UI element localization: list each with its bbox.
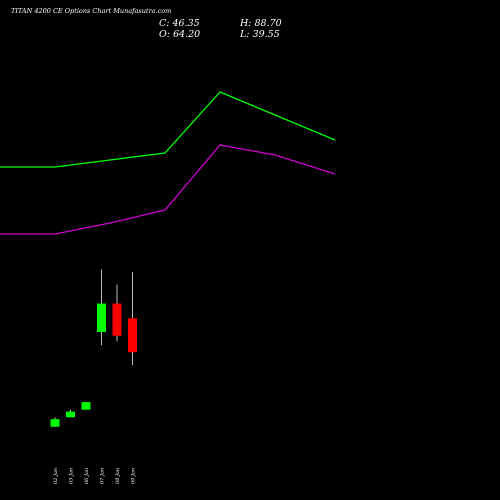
candle-body-1: [50, 419, 60, 427]
open-value: O: 64.20: [159, 29, 201, 40]
close-value: C: 46.35: [159, 18, 200, 29]
x-tick-label: 09 Jan: [131, 468, 137, 484]
candle-body-5: [112, 303, 122, 336]
candles-group: [50, 269, 137, 427]
chart-title: TITAN 4200 CE Options Chart Munafasutra.…: [11, 7, 172, 15]
low-value: L: 39.55: [240, 29, 280, 40]
upper-band-line: [0, 91, 336, 168]
candle-body-2: [66, 411, 75, 418]
candle-body-3: [81, 402, 91, 410]
x-tick-label: 06 Jan: [84, 468, 90, 484]
x-axis-ticks: 02 Jan 03 Jan 06 Jan 07 Jan 08 Jan 09 Jan: [53, 468, 137, 484]
high-value: H: 88.70: [240, 18, 282, 29]
x-tick-label: 03 Jan: [69, 468, 75, 484]
x-tick-label: 08 Jan: [115, 468, 121, 484]
candle-body-6: [128, 318, 137, 353]
lower-band-line: [0, 144, 336, 235]
x-tick-label: 07 Jan: [100, 468, 106, 484]
x-tick-label: 02 Jan: [53, 468, 59, 484]
candle-body-4: [97, 303, 106, 332]
